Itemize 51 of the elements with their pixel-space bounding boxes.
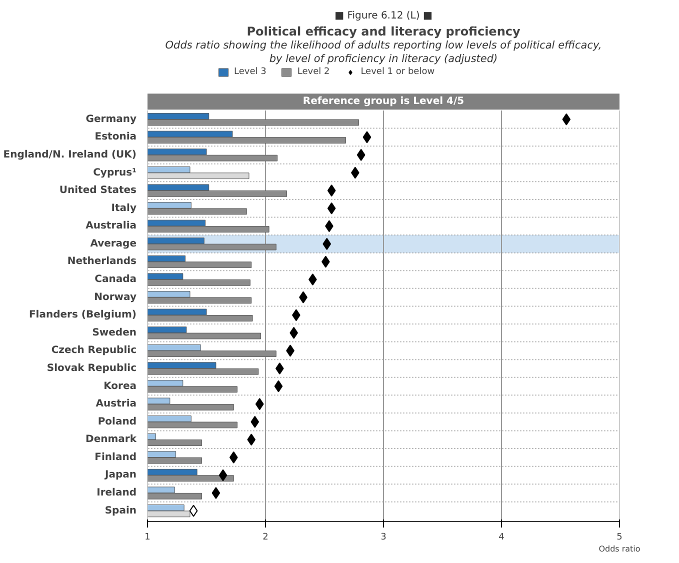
point bbox=[356, 148, 366, 161]
point bbox=[327, 202, 336, 214]
point bbox=[212, 487, 220, 500]
y-tick-label: Japan bbox=[104, 470, 137, 481]
y-tick-label: Finland bbox=[94, 452, 137, 463]
point bbox=[275, 362, 284, 374]
legend-label: Level 2 bbox=[297, 66, 330, 78]
chart-subtitle: Odds ratio showing the likelihood of adults reporting low levels of political efficacy, by level of proficiency in literacy (adjusted) bbox=[165, 40, 602, 65]
chart-title: Political efficacy and literacy proficiency bbox=[246, 24, 520, 38]
y-tick-label: Average bbox=[90, 238, 137, 250]
y-tick-label: Flanders (Belgium) bbox=[28, 310, 136, 321]
point bbox=[250, 416, 260, 428]
point bbox=[362, 131, 372, 144]
point bbox=[562, 113, 571, 126]
y-tick-label: United States bbox=[59, 185, 137, 196]
y-tick-label: Poland bbox=[98, 416, 137, 428]
y-tick-label: Czech Republic bbox=[51, 345, 137, 356]
y-tick-label: Germany bbox=[86, 114, 137, 125]
x-axis-title: Odds ratio bbox=[598, 544, 640, 554]
point bbox=[247, 434, 256, 446]
y-tick-label: Slovak Republic bbox=[46, 362, 137, 374]
y-tick-label: Estonia bbox=[94, 132, 137, 143]
y-tick-label: Ireland bbox=[96, 488, 137, 499]
point bbox=[189, 504, 198, 517]
point bbox=[274, 380, 283, 392]
x-tick-label: 4 bbox=[498, 532, 505, 542]
legend-label: Level 3 bbox=[234, 66, 266, 78]
y-tick-label: Sweden bbox=[92, 327, 137, 338]
point bbox=[218, 469, 228, 482]
text: Reference group is Level 4/5 bbox=[302, 96, 464, 108]
legend-label: Level 1 or below bbox=[360, 66, 435, 78]
x-tick-label: 2 bbox=[262, 532, 268, 542]
point bbox=[255, 398, 264, 410]
point bbox=[327, 184, 336, 197]
x-tick-label: 1 bbox=[144, 532, 150, 542]
y-tick-label: Canada bbox=[94, 274, 137, 286]
y-tick-label: Spain bbox=[104, 505, 136, 516]
y-tick-label: Italy bbox=[111, 202, 137, 214]
y-tick-label: Cyprus¹ bbox=[93, 167, 137, 178]
point bbox=[322, 238, 332, 250]
y-tick-label: Austria bbox=[96, 398, 137, 410]
x-tick-label: 3 bbox=[380, 532, 386, 542]
x-tick-label: 5 bbox=[616, 532, 622, 542]
y-tick-label: Norway bbox=[94, 292, 137, 303]
y-tick-label: Denmark bbox=[86, 434, 137, 446]
y-tick-label: Australia bbox=[86, 220, 136, 232]
y-tick-label: Korea bbox=[104, 380, 136, 392]
point bbox=[229, 451, 238, 464]
text: ■ Figure 6.12 (L) ■ bbox=[334, 10, 432, 22]
y-tick-label: Netherlands bbox=[67, 256, 137, 268]
y-tick-label: England/N. Ireland (UK) bbox=[3, 149, 137, 160]
